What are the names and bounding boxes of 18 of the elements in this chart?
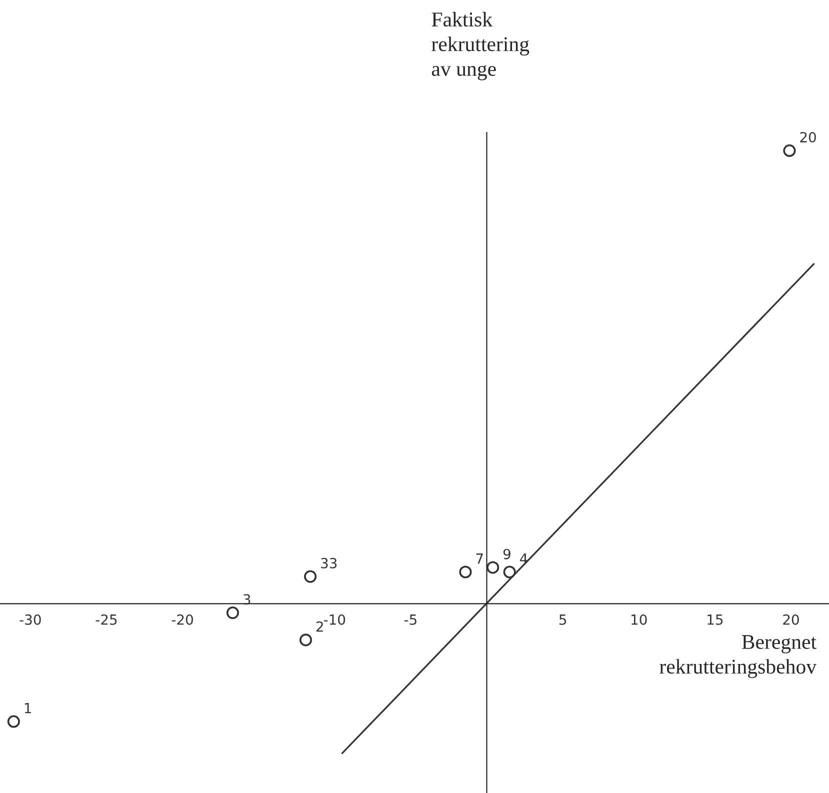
x-axis-title: Beregnet rekrutteringsbehov [660,635,817,678]
annotation: 3 [244,594,250,605]
x-tick-label: 5 [559,614,566,625]
x-tick-label: -20 [172,614,193,625]
y-axis-title: Faktisk rekruttering av unge [432,12,530,80]
x-tick-label: -5 [404,614,416,625]
x-tick-label: 15 [708,614,723,625]
x-tick-label: 10 [632,614,647,625]
annotation: 1 [24,703,31,714]
annotation: 9 [503,548,510,560]
x-tick-label: 20 [783,614,799,625]
annotation: 2 [316,621,323,632]
x-tick-label: -25 [96,614,117,625]
annotation: 7 [476,554,483,564]
x-tick-label: -10 [324,614,346,625]
x-tick-label: -30 [20,614,41,625]
annotation: 20 [800,132,816,143]
annotation: 33 [321,558,337,568]
